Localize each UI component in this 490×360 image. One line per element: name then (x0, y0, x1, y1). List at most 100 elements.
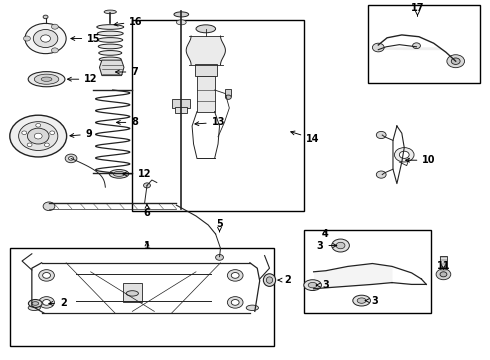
Circle shape (399, 151, 409, 158)
Ellipse shape (246, 305, 259, 310)
Ellipse shape (304, 280, 321, 291)
Bar (132, 20, 304, 211)
Circle shape (36, 123, 41, 127)
Circle shape (25, 23, 66, 54)
Circle shape (43, 273, 50, 278)
Circle shape (144, 183, 150, 188)
Text: 3: 3 (317, 240, 337, 251)
Text: 12: 12 (68, 74, 98, 84)
Circle shape (451, 58, 460, 64)
Text: 12: 12 (123, 169, 152, 179)
Circle shape (225, 95, 231, 99)
Circle shape (51, 48, 58, 53)
Text: 13: 13 (195, 117, 225, 127)
Ellipse shape (41, 77, 52, 81)
Ellipse shape (176, 20, 186, 25)
Circle shape (41, 35, 50, 42)
Bar (172, 99, 190, 108)
Circle shape (22, 131, 26, 135)
Circle shape (440, 272, 447, 277)
Ellipse shape (32, 302, 39, 305)
Text: 15: 15 (71, 33, 101, 44)
Bar (440, 256, 447, 271)
Ellipse shape (264, 274, 275, 287)
Circle shape (447, 55, 465, 68)
Ellipse shape (353, 295, 370, 306)
Circle shape (227, 297, 243, 308)
Circle shape (43, 202, 55, 211)
Ellipse shape (308, 282, 317, 288)
Text: 5: 5 (216, 219, 223, 232)
Bar (175, 107, 187, 113)
Circle shape (65, 154, 77, 163)
Circle shape (43, 15, 48, 19)
Ellipse shape (357, 298, 366, 303)
Text: 9: 9 (70, 129, 93, 139)
Text: 17: 17 (411, 3, 424, 16)
Circle shape (50, 131, 55, 135)
Ellipse shape (104, 10, 117, 14)
Ellipse shape (196, 25, 216, 33)
Circle shape (27, 128, 49, 144)
Circle shape (231, 300, 239, 305)
Circle shape (19, 122, 58, 150)
Ellipse shape (98, 44, 122, 49)
Circle shape (39, 297, 54, 308)
Ellipse shape (126, 291, 138, 296)
Circle shape (372, 43, 384, 52)
Text: 11: 11 (437, 261, 450, 271)
Circle shape (69, 157, 74, 160)
Ellipse shape (332, 239, 349, 252)
Ellipse shape (28, 72, 65, 87)
Circle shape (216, 255, 223, 260)
Circle shape (436, 269, 451, 280)
Ellipse shape (101, 62, 120, 69)
Circle shape (394, 148, 414, 162)
Circle shape (45, 143, 49, 147)
Circle shape (24, 36, 30, 41)
Circle shape (51, 24, 58, 29)
Bar (122, 283, 142, 302)
Ellipse shape (336, 242, 345, 249)
Circle shape (27, 143, 32, 147)
Circle shape (376, 171, 386, 178)
Text: 2: 2 (49, 298, 67, 309)
Text: 14: 14 (291, 131, 320, 144)
Circle shape (34, 133, 42, 139)
Circle shape (10, 115, 67, 157)
Ellipse shape (99, 57, 122, 62)
Text: 2: 2 (278, 275, 291, 285)
Text: 16: 16 (114, 17, 143, 27)
Ellipse shape (174, 12, 189, 17)
Circle shape (376, 131, 386, 139)
Text: 7: 7 (116, 67, 138, 77)
Circle shape (227, 270, 243, 281)
Bar (195, 64, 217, 76)
Circle shape (231, 273, 239, 278)
Ellipse shape (97, 31, 123, 36)
Polygon shape (99, 60, 124, 76)
Ellipse shape (28, 300, 42, 307)
Circle shape (413, 43, 420, 49)
Bar (10, 248, 274, 346)
Ellipse shape (267, 277, 273, 283)
Ellipse shape (113, 171, 125, 176)
Bar (304, 230, 431, 313)
Circle shape (39, 270, 54, 281)
Text: 8: 8 (117, 117, 138, 127)
Circle shape (33, 30, 58, 48)
Ellipse shape (109, 170, 129, 178)
Ellipse shape (97, 24, 123, 29)
Bar (197, 76, 215, 112)
Text: 10: 10 (406, 155, 436, 165)
Ellipse shape (98, 37, 122, 42)
Bar (368, 5, 480, 83)
Text: 3: 3 (317, 280, 329, 290)
Bar (225, 89, 231, 96)
Ellipse shape (28, 305, 40, 310)
Ellipse shape (99, 50, 122, 55)
Text: 6: 6 (144, 204, 150, 219)
Text: 4: 4 (321, 229, 328, 239)
Circle shape (43, 300, 50, 305)
Ellipse shape (34, 74, 59, 84)
